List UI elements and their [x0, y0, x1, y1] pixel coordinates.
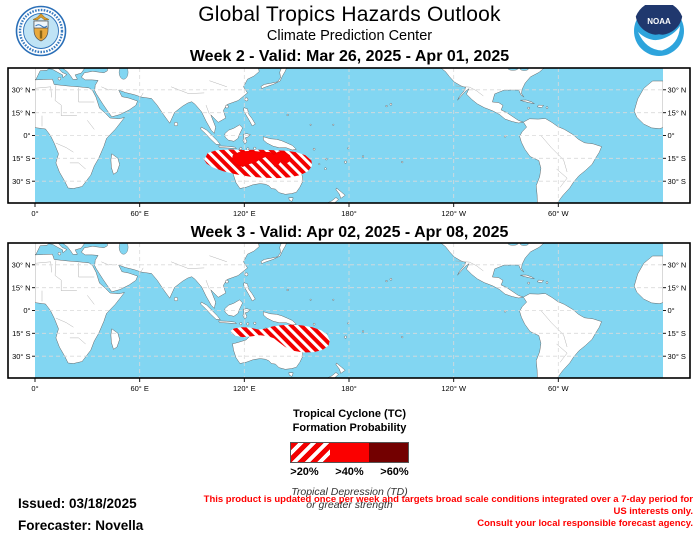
page-subtitle: Climate Prediction Center: [266, 28, 433, 44]
svg-text:120° E: 120° E: [233, 384, 256, 393]
svg-text:0°: 0°: [668, 306, 675, 315]
legend-swatch-darkred-gt60: [369, 442, 408, 462]
legend: Tropical Cyclone (TC) Formation Probabil…: [0, 408, 699, 513]
svg-text:60° W: 60° W: [548, 209, 569, 218]
svg-text:0°: 0°: [668, 131, 675, 140]
legend-label-gt20: >20%: [290, 465, 319, 478]
svg-text:30° S: 30° S: [668, 177, 686, 186]
svg-text:60° E: 60° E: [130, 384, 148, 393]
svg-text:30° S: 30° S: [12, 352, 30, 361]
svg-text:30° N: 30° N: [668, 260, 687, 269]
legend-swatch-hatched-gt20: [291, 442, 330, 462]
svg-text:15° S: 15° S: [12, 154, 30, 163]
week2-valid-title: Week 2 - Valid: Mar 26, 2025 - Apr 01, 2…: [189, 48, 510, 65]
svg-text:15° S: 15° S: [668, 329, 686, 338]
svg-text:30° S: 30° S: [12, 177, 30, 186]
legend-title-line1: Tropical Cyclone (TC): [292, 408, 407, 420]
svg-text:30° S: 30° S: [668, 352, 686, 361]
legend-note-line1: Tropical Depression (TD): [291, 485, 408, 498]
svg-text:120° W: 120° W: [441, 209, 467, 218]
svg-text:15° S: 15° S: [12, 329, 30, 338]
week3-valid-title: Week 3 - Valid: Apr 02, 2025 - Apr 08, 2…: [190, 224, 509, 241]
disclaimer-line1: This product is updated once per week an…: [203, 494, 693, 517]
svg-text:0°: 0°: [23, 306, 30, 315]
svg-text:180°: 180°: [341, 209, 357, 218]
svg-text:60° E: 60° E: [130, 209, 148, 218]
svg-text:15° N: 15° N: [668, 283, 687, 292]
forecaster-name: Forecaster: Novella: [18, 518, 144, 533]
svg-text:15° S: 15° S: [668, 154, 686, 163]
legend-label-gt40: >40%: [335, 465, 364, 478]
svg-text:15° N: 15° N: [12, 283, 31, 292]
svg-text:15° N: 15° N: [668, 108, 687, 117]
svg-text:30° N: 30° N: [12, 85, 31, 94]
svg-text:30° N: 30° N: [668, 85, 687, 94]
disclaimer-text: This product is updated once per week an…: [193, 494, 693, 530]
week3-world-map: 30° N 30° N 15° N 15° N 0° 0° 15° S 15° S 30° S 3…: [7, 242, 691, 394]
noaa-logo-text: NOAA: [647, 17, 671, 26]
department-of-commerce-seal-icon: [15, 5, 67, 57]
legend-note-line2: or greater strength: [306, 499, 393, 512]
legend-label-gt60: >60%: [380, 465, 409, 478]
header: Global Tropics Hazards Outlook Climate P…: [0, 0, 699, 57]
svg-text:180°: 180°: [341, 384, 357, 393]
svg-text:15° N: 15° N: [12, 108, 31, 117]
noaa-logo-icon: NOAA: [634, 5, 684, 56]
page-title: Global Tropics Hazards Outlook: [198, 3, 501, 26]
svg-text:0°: 0°: [23, 131, 30, 140]
svg-text:120° E: 120° E: [233, 209, 256, 218]
legend-title-line2: Formation Probability: [292, 421, 407, 434]
legend-percent-labels: >20% >40% >60%: [282, 466, 417, 478]
legend-color-bar: [290, 441, 409, 463]
svg-text:0°: 0°: [31, 209, 38, 218]
disclaimer-line2: Consult your local responsible forecast …: [477, 517, 693, 529]
svg-text:30° N: 30° N: [12, 260, 31, 269]
svg-text:0°: 0°: [31, 384, 38, 393]
week2-world-map: 30° N 30° N 15° N 15° N 0° 0° 15° S 15° S 30° S 3…: [7, 67, 691, 219]
legend-swatch-red-gt40: [330, 442, 369, 462]
svg-text:60° W: 60° W: [548, 384, 569, 393]
svg-text:120° W: 120° W: [441, 384, 467, 393]
issued-date: Issued: 03/18/2025: [18, 496, 137, 511]
